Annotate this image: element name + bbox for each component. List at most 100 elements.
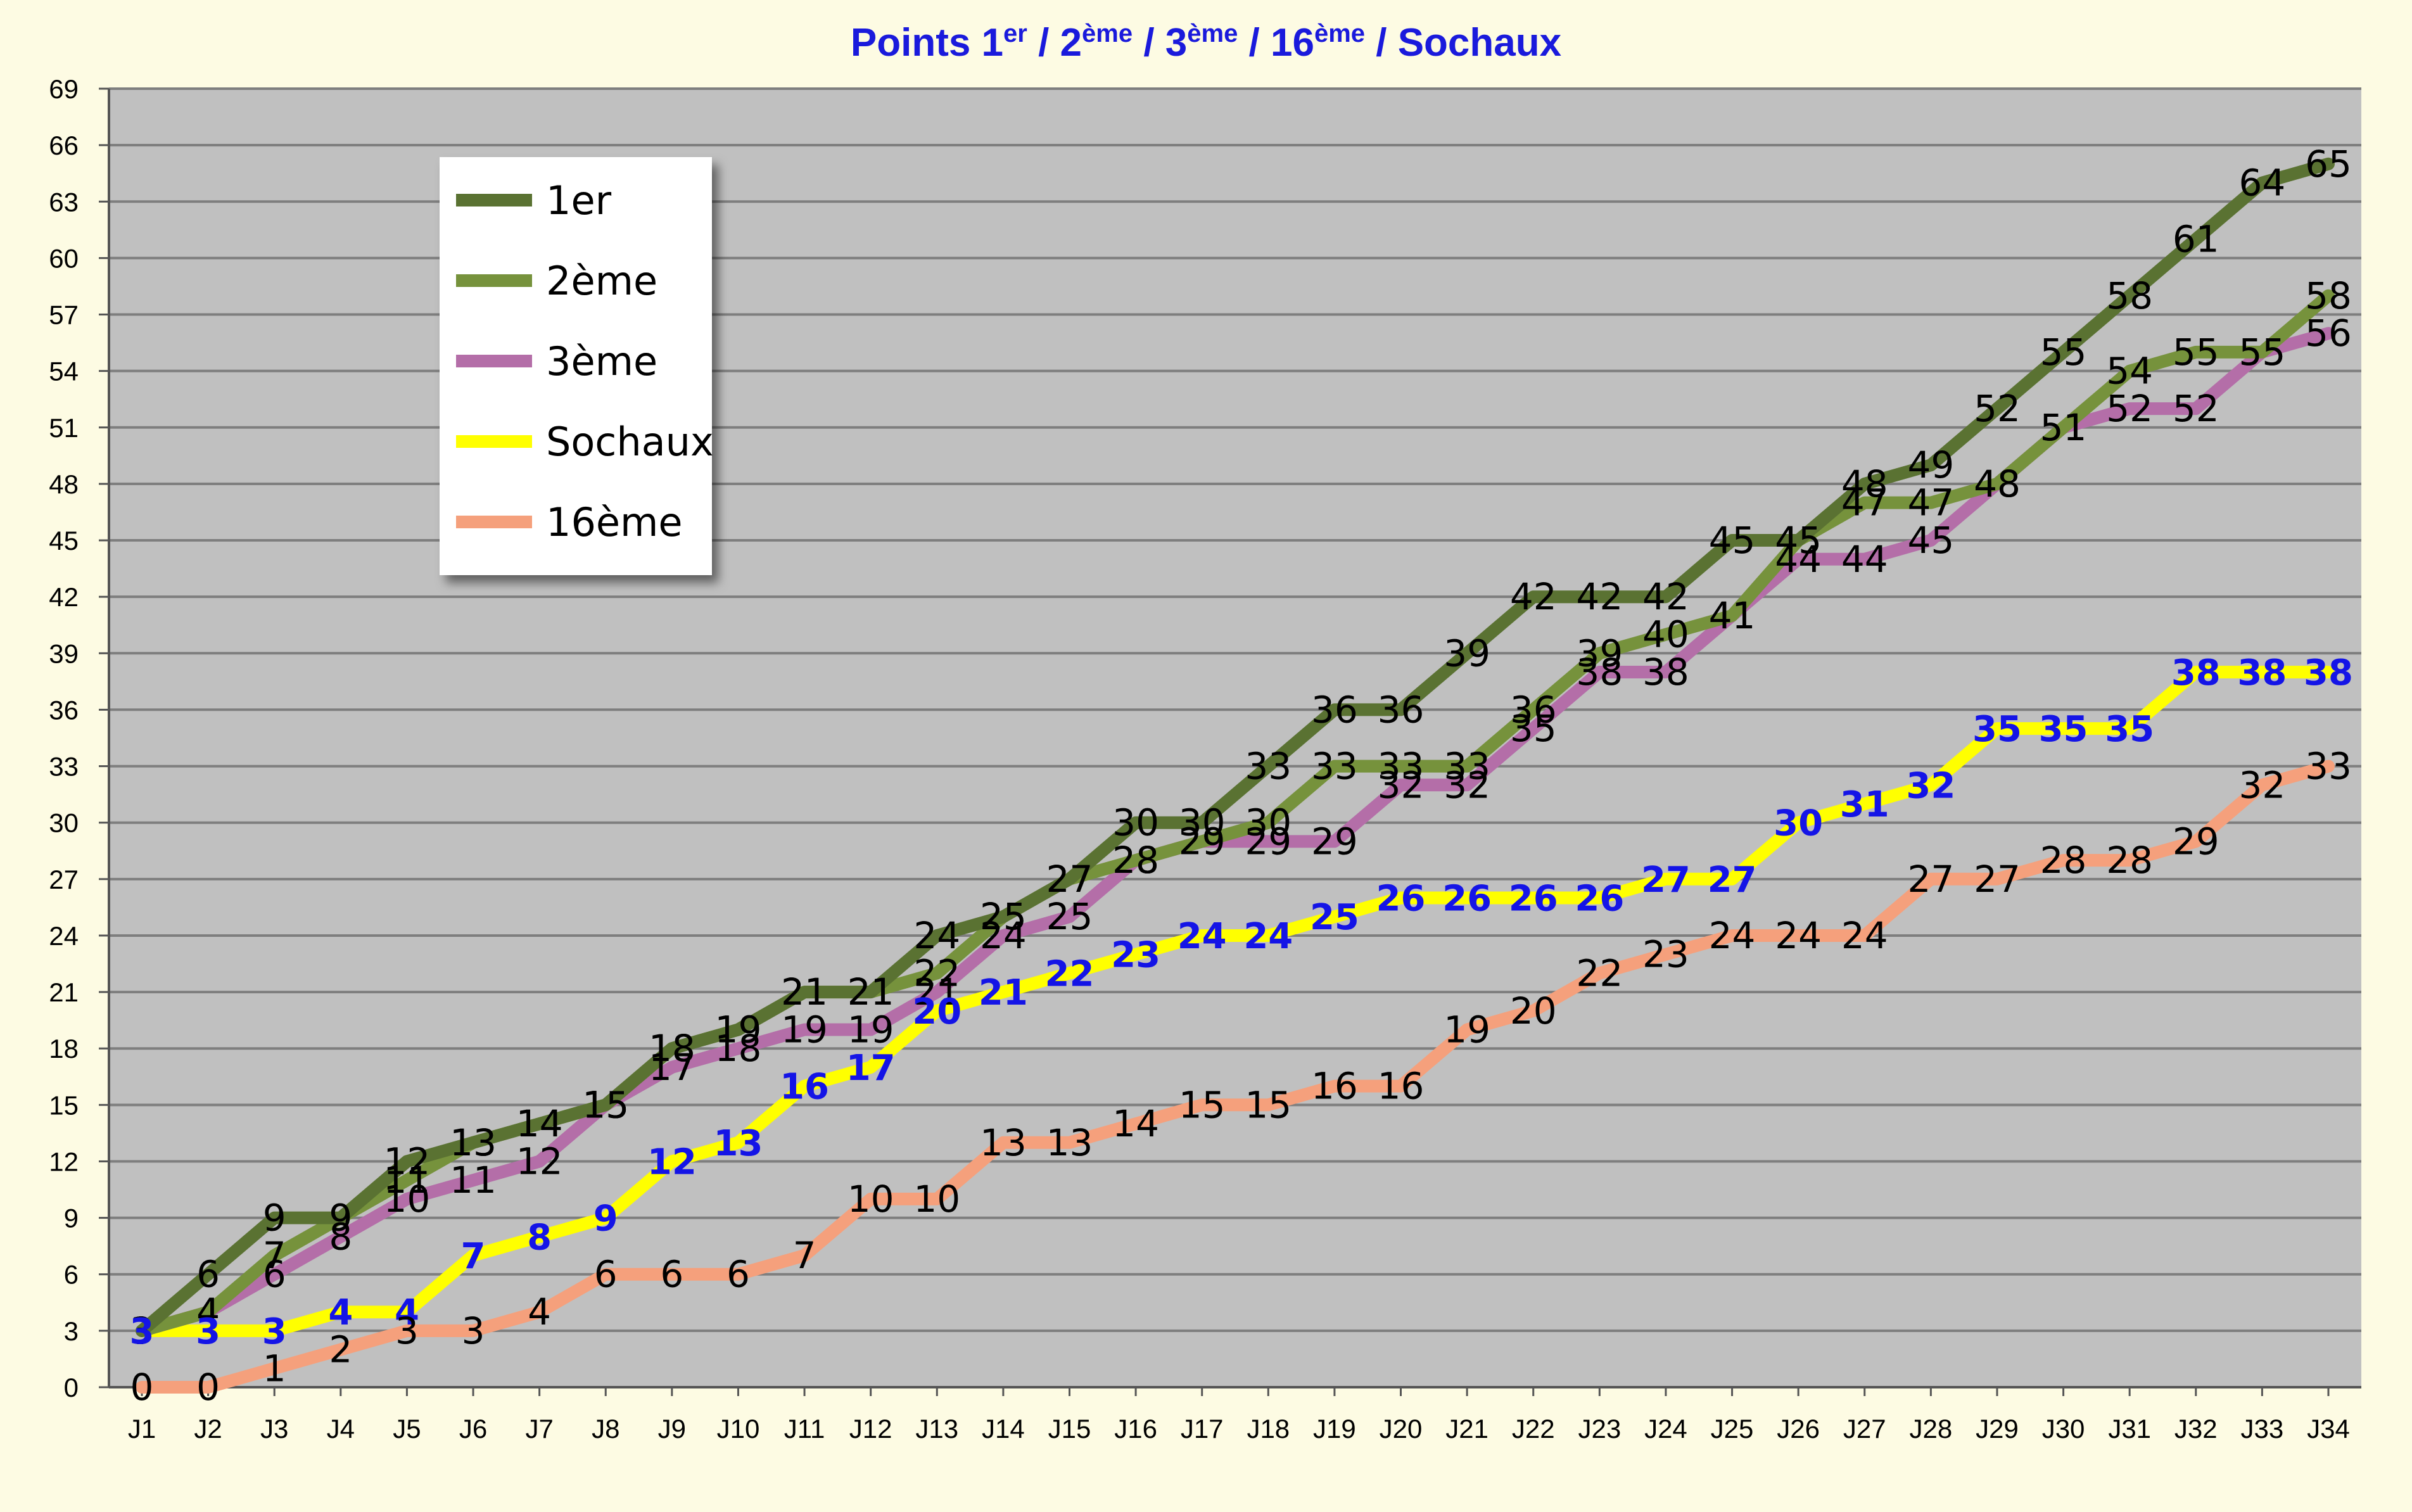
- data-label: 21: [781, 970, 828, 1013]
- data-label: 21: [979, 972, 1028, 1013]
- y-tick-label: 27: [49, 865, 79, 894]
- data-label: 27: [1708, 860, 1757, 901]
- gridlines: [109, 87, 2361, 1388]
- data-label: 15: [1245, 1083, 1292, 1126]
- x-tick-label: J15: [1048, 1414, 1091, 1444]
- data-label: 33: [1444, 745, 1490, 788]
- x-tick-label: J13: [915, 1414, 958, 1444]
- y-tick-label: 45: [49, 526, 79, 556]
- data-label: 3: [130, 1309, 154, 1352]
- y-tick-label: 12: [49, 1147, 79, 1176]
- y-tick-label: 0: [64, 1373, 79, 1402]
- x-tick-label: J9: [658, 1414, 686, 1444]
- data-label: 58: [2305, 274, 2352, 317]
- data-label: 29: [1311, 820, 1358, 863]
- data-label: 15: [582, 1083, 629, 1126]
- data-label: 24: [1243, 916, 1293, 957]
- y-tick-label: 63: [49, 187, 79, 217]
- data-label: 26: [1575, 879, 1624, 920]
- series-line-3ème: [136, 327, 2335, 1337]
- data-label: 32: [1444, 763, 1490, 806]
- x-tick-label: J26: [1777, 1414, 1820, 1444]
- data-label: 25: [980, 895, 1027, 938]
- data-label: 3: [196, 1311, 220, 1352]
- x-tick-label: J18: [1247, 1414, 1290, 1444]
- data-label: 3: [262, 1311, 287, 1352]
- data-label: 44: [1775, 538, 1822, 581]
- data-label: 55: [2040, 331, 2087, 374]
- data-label: 48: [1974, 462, 2021, 505]
- data-label: 11: [450, 1159, 497, 1202]
- data-label: 42: [1642, 575, 1689, 618]
- x-tick-label: J24: [1644, 1414, 1687, 1444]
- data-label: 26: [1442, 879, 1492, 920]
- series-line-1er: [136, 157, 2335, 1337]
- data-label: 28: [2040, 839, 2087, 882]
- y-tick-label: 9: [64, 1204, 79, 1233]
- data-label: 21: [847, 970, 894, 1013]
- data-label: 58: [2106, 274, 2153, 317]
- x-tick-label: J23: [1578, 1414, 1621, 1444]
- series-lines: [136, 157, 2335, 1394]
- x-tick-label: J32: [2174, 1414, 2218, 1444]
- data-label: 24: [1775, 914, 1822, 957]
- x-tick-label: J4: [327, 1414, 355, 1444]
- data-label: 33: [1378, 745, 1425, 788]
- y-tick-label: 39: [49, 638, 79, 668]
- x-tick-label: J20: [1380, 1414, 1423, 1444]
- data-label: 45: [1907, 519, 1954, 562]
- data-label: 14: [516, 1102, 563, 1145]
- x-tick-label: J2: [194, 1414, 222, 1444]
- data-label: 35: [1510, 707, 1557, 750]
- data-label: 24: [980, 914, 1027, 957]
- data-label: 51: [2040, 406, 2087, 449]
- data-label: 35: [2039, 709, 2088, 750]
- data-label: 32: [1906, 765, 1955, 806]
- data-label: 1: [263, 1347, 286, 1390]
- data-label: 39: [1444, 632, 1490, 675]
- data-label: 7: [461, 1236, 486, 1277]
- data-label: 48: [1974, 462, 2021, 505]
- data-label: 7: [263, 1234, 286, 1277]
- x-tick-label: J29: [1976, 1414, 2019, 1444]
- data-label: 51: [2040, 406, 2087, 449]
- data-label: 29: [1245, 820, 1292, 863]
- data-label: 22: [913, 951, 960, 994]
- y-tick-label: 24: [49, 921, 79, 951]
- x-tick-label: J12: [849, 1414, 892, 1444]
- x-tick-label: J1: [128, 1414, 156, 1444]
- legend: 1er 2ème 3ème Sochaux 16ème: [440, 157, 714, 575]
- data-label: 27: [1641, 860, 1691, 901]
- data-label: 12: [384, 1140, 431, 1183]
- data-label: 10: [913, 1178, 960, 1221]
- x-tick-label: J34: [2307, 1414, 2350, 1444]
- y-tick-label: 18: [49, 1034, 79, 1064]
- data-label: 15: [582, 1083, 629, 1126]
- chart-title: Points 1er / 2ème / 3ème / 16ème / Socha…: [851, 20, 1562, 65]
- data-label: 9: [329, 1197, 352, 1240]
- data-label: 38: [2171, 652, 2221, 694]
- data-label: 12: [516, 1140, 563, 1183]
- data-label: 16: [780, 1067, 829, 1108]
- data-label: 29: [1179, 820, 1226, 863]
- series-line-Sochaux: [136, 666, 2335, 1337]
- data-label: 32: [1378, 763, 1425, 806]
- x-tick-label: J19: [1313, 1414, 1356, 1444]
- data-label: 31: [1840, 784, 1889, 825]
- data-label: 14: [1112, 1102, 1159, 1145]
- data-label: 35: [1972, 709, 2022, 750]
- data-label: 24: [913, 914, 960, 957]
- data-label: 4: [395, 1292, 419, 1333]
- data-label: 30: [1112, 801, 1159, 844]
- data-label: 16: [1378, 1065, 1425, 1108]
- data-label: 30: [1774, 803, 1823, 844]
- data-label: 8: [329, 1215, 352, 1258]
- data-label: 22: [1045, 953, 1095, 994]
- series-line-16ème: [136, 759, 2335, 1394]
- data-label: 27: [1046, 858, 1093, 901]
- data-label: 3: [130, 1309, 154, 1352]
- data-label: 19: [715, 1008, 762, 1051]
- data-label: 36: [1311, 688, 1358, 731]
- data-label: 52: [2173, 387, 2219, 430]
- y-tick-label: 66: [49, 130, 79, 160]
